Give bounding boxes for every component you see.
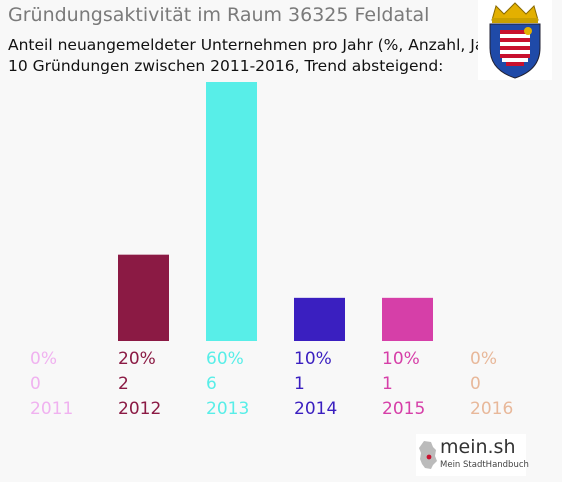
brand-tagline: Mein StadtHandbuch [440, 460, 529, 470]
chart-title: Gründungsaktivität im Raum 36325 Feldata… [8, 4, 430, 26]
count-label-2012: 2 [118, 374, 129, 394]
year-label-2012: 2012 [118, 399, 161, 419]
hesse-coat-of-arms-icon [478, 0, 552, 80]
percent-label-2012: 20% [118, 349, 156, 369]
count-label-2016: 0 [470, 374, 481, 394]
bar-2013 [206, 82, 257, 341]
brand-name: mein.sh [440, 436, 516, 458]
year-label-2016: 2016 [470, 399, 513, 419]
bar-2014 [294, 297, 345, 341]
brand-logo[interactable]: mein.sh Mein StadtHandbuch [416, 434, 529, 476]
count-label-2015: 1 [382, 374, 393, 394]
percent-label-2016: 0% [470, 349, 497, 369]
percent-label-2013: 60% [206, 349, 244, 369]
year-label-2011: 2011 [30, 399, 73, 419]
count-label-2013: 6 [206, 374, 217, 394]
count-label-2011: 0 [30, 374, 41, 394]
chart-subtitle: Anteil neuangemeldeter Unternehmen pro J… [8, 36, 507, 54]
bar-2012 [118, 254, 169, 341]
year-label-2014: 2014 [294, 399, 337, 419]
percent-label-2011: 0% [30, 349, 57, 369]
year-label-2015: 2015 [382, 399, 425, 419]
bar-2015 [382, 297, 433, 341]
count-label-2014: 1 [294, 374, 305, 394]
percent-label-2015: 10% [382, 349, 420, 369]
germany-map-icon [419, 441, 437, 469]
year-label-2013: 2013 [206, 399, 249, 419]
percent-label-2014: 10% [294, 349, 332, 369]
chart-summary: 10 Gründungen zwischen 2011-2016, Trend … [8, 57, 444, 75]
